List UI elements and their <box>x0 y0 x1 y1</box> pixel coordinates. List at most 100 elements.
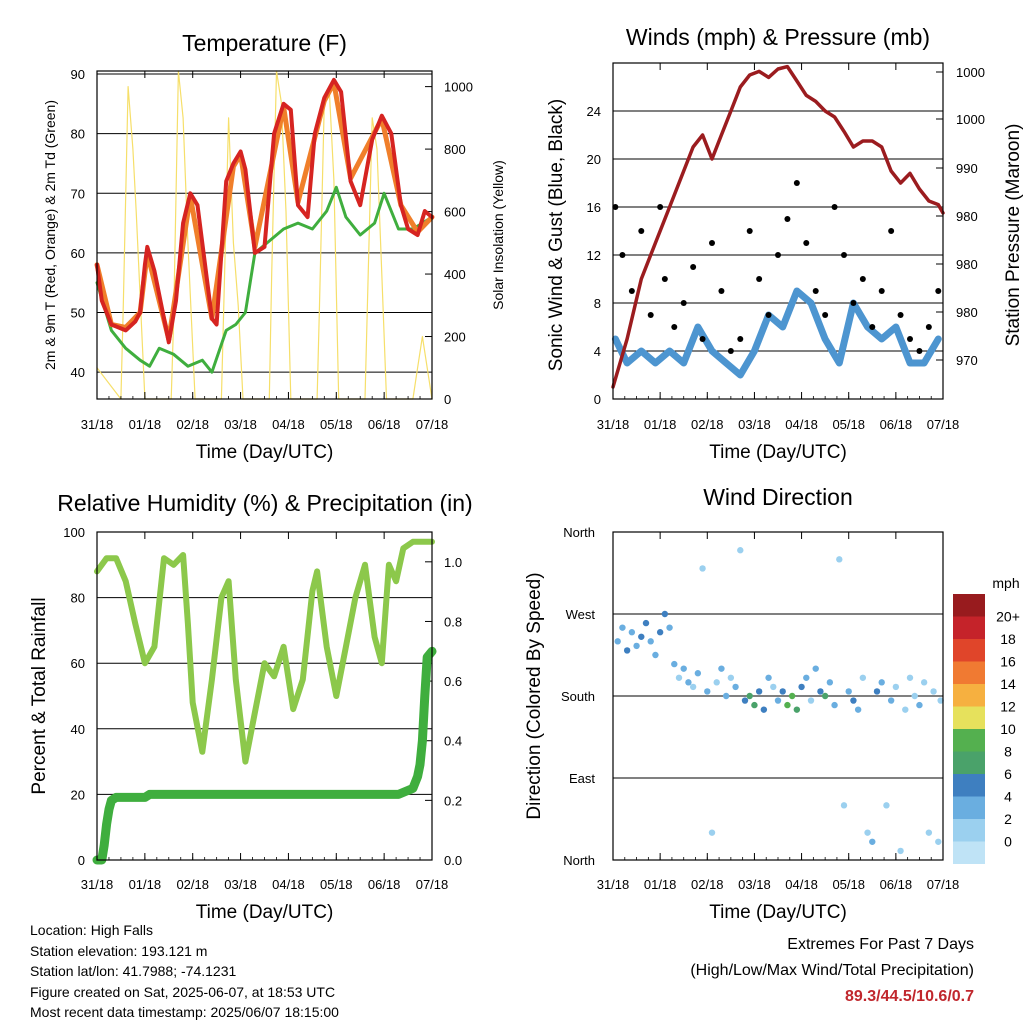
extremes-subtitle: (High/Low/Max Wind/Total Precipitation) <box>690 962 974 979</box>
colorbar-swatch <box>953 751 985 774</box>
y-tick-label: 80 <box>71 591 85 606</box>
y-tick-label: 100 <box>63 525 85 540</box>
direction-point <box>628 629 636 636</box>
y2-tick-label: 600 <box>444 205 466 220</box>
x-tick-label: 07/18 <box>416 877 449 892</box>
colorbar-swatch <box>953 819 985 842</box>
colorbar-swatch <box>953 616 985 639</box>
direction-point <box>666 624 673 631</box>
direction-point <box>704 688 711 695</box>
x-tick-label: 05/18 <box>320 417 353 432</box>
x-tick-label: 06/18 <box>880 877 913 892</box>
direction-point <box>746 692 753 700</box>
y-tick-label: 60 <box>71 246 85 261</box>
colorbar-label: 0 <box>1004 834 1012 850</box>
x-tick-label: 02/18 <box>176 417 209 432</box>
y2-tick-label: 970 <box>956 353 978 368</box>
y2-tick-label: 400 <box>444 267 466 282</box>
gust-point <box>850 300 857 306</box>
y2-tick-label: 800 <box>444 142 466 157</box>
colorbar-label: 10 <box>1000 721 1016 737</box>
extremes-block: Extremes For Past 7 Days (High/Low/Max W… <box>690 932 974 1010</box>
direction-point <box>869 838 876 845</box>
y-tick-label: South <box>561 689 595 704</box>
direction-point <box>732 683 739 691</box>
y-tick-label: 0 <box>594 392 601 407</box>
y2-tick-label: 1.0 <box>444 555 462 570</box>
x-tick-label: 06/18 <box>368 417 401 432</box>
direction-point <box>831 701 838 709</box>
colorbar-swatch <box>953 594 985 617</box>
series-precip <box>92 646 437 865</box>
y2-tick-label: 0.6 <box>444 674 462 689</box>
direction-point <box>788 692 796 700</box>
x-tick-label: 05/18 <box>320 877 353 892</box>
direction-point <box>887 697 895 704</box>
gust-point <box>612 204 619 210</box>
gust-point <box>737 336 744 342</box>
colorbar-swatch <box>953 684 985 707</box>
colorbar-swatch <box>953 774 985 797</box>
series-temp-9m <box>94 80 435 342</box>
series-temp-2m <box>95 77 434 345</box>
colorbar-label: 8 <box>1004 744 1012 760</box>
direction-point <box>916 701 923 709</box>
gust-point <box>859 276 866 282</box>
y2-tick-label: 990 <box>956 161 978 176</box>
gust-point <box>935 288 942 294</box>
direction-point <box>699 565 706 572</box>
direction-point <box>840 802 848 809</box>
x-tick-label: 31/18 <box>81 877 114 892</box>
x-tick-label: 04/18 <box>785 417 818 432</box>
wind-direction-panel: Wind DirectionNorthEastSouthWestNorth31/… <box>524 484 959 923</box>
direction-point <box>689 683 697 691</box>
gust-point <box>897 312 904 318</box>
direction-point <box>779 688 786 695</box>
humidity-panel: Relative Humidity (%) & Precipitation (i… <box>29 490 473 923</box>
direction-point <box>845 688 852 695</box>
x-tick-label: 04/18 <box>785 877 818 892</box>
x-tick-label: 02/18 <box>176 877 209 892</box>
y-tick-label: 60 <box>71 656 85 671</box>
y2-tick-label: 0.2 <box>444 793 462 808</box>
direction-point <box>850 697 857 704</box>
series-wind <box>611 287 942 379</box>
x-axis-label: Time (Day/UTC) <box>709 442 847 463</box>
x-tick-label: 01/18 <box>129 417 162 432</box>
direction-point <box>675 674 683 681</box>
direction-point <box>906 674 914 681</box>
gust-point <box>841 252 847 258</box>
colorbar: mph 0 2 4 6 8 10 12 14 16 18 20+ <box>953 575 1020 864</box>
series-rh <box>94 538 435 765</box>
direction-point <box>619 624 626 631</box>
x-tick-label: 07/18 <box>416 417 449 432</box>
x-tick-label: 01/18 <box>644 877 677 892</box>
x-tick-label: 03/18 <box>224 877 257 892</box>
colorbar-label: 16 <box>1000 654 1016 670</box>
y-tick-label: 24 <box>587 104 601 119</box>
y-tick-label: East <box>569 771 595 786</box>
gust-point <box>619 252 626 258</box>
direction-point <box>755 688 763 695</box>
direction-point <box>935 838 942 845</box>
y-axis-label: Sonic Wind & Gust (Blue, Black) <box>546 99 567 371</box>
x-tick-label: 02/18 <box>691 877 724 892</box>
direction-point <box>638 633 645 640</box>
y2-axis-label: Station Pressure (Maroon) <box>1003 124 1024 347</box>
x-tick-label: 03/18 <box>738 877 771 892</box>
y2-tick-label: 980 <box>956 257 978 272</box>
direction-point <box>656 629 664 636</box>
direction-point <box>873 688 881 695</box>
gust-point <box>878 288 885 294</box>
y-tick-label: 20 <box>71 787 85 802</box>
direction-point <box>826 679 834 686</box>
colorbar-swatch <box>953 729 985 752</box>
y-axis-label: 2m & 9m T (Red, Orange) & 2m Td (Green) <box>42 100 58 370</box>
direction-point <box>821 692 829 700</box>
y2-tick-label: 1000 <box>956 65 985 80</box>
gust-point <box>925 324 932 330</box>
info-location: Location: High Falls <box>30 922 153 938</box>
info-created: Figure created on Sat, 2025-06-07, at 18… <box>30 983 336 1000</box>
direction-point <box>817 688 824 695</box>
